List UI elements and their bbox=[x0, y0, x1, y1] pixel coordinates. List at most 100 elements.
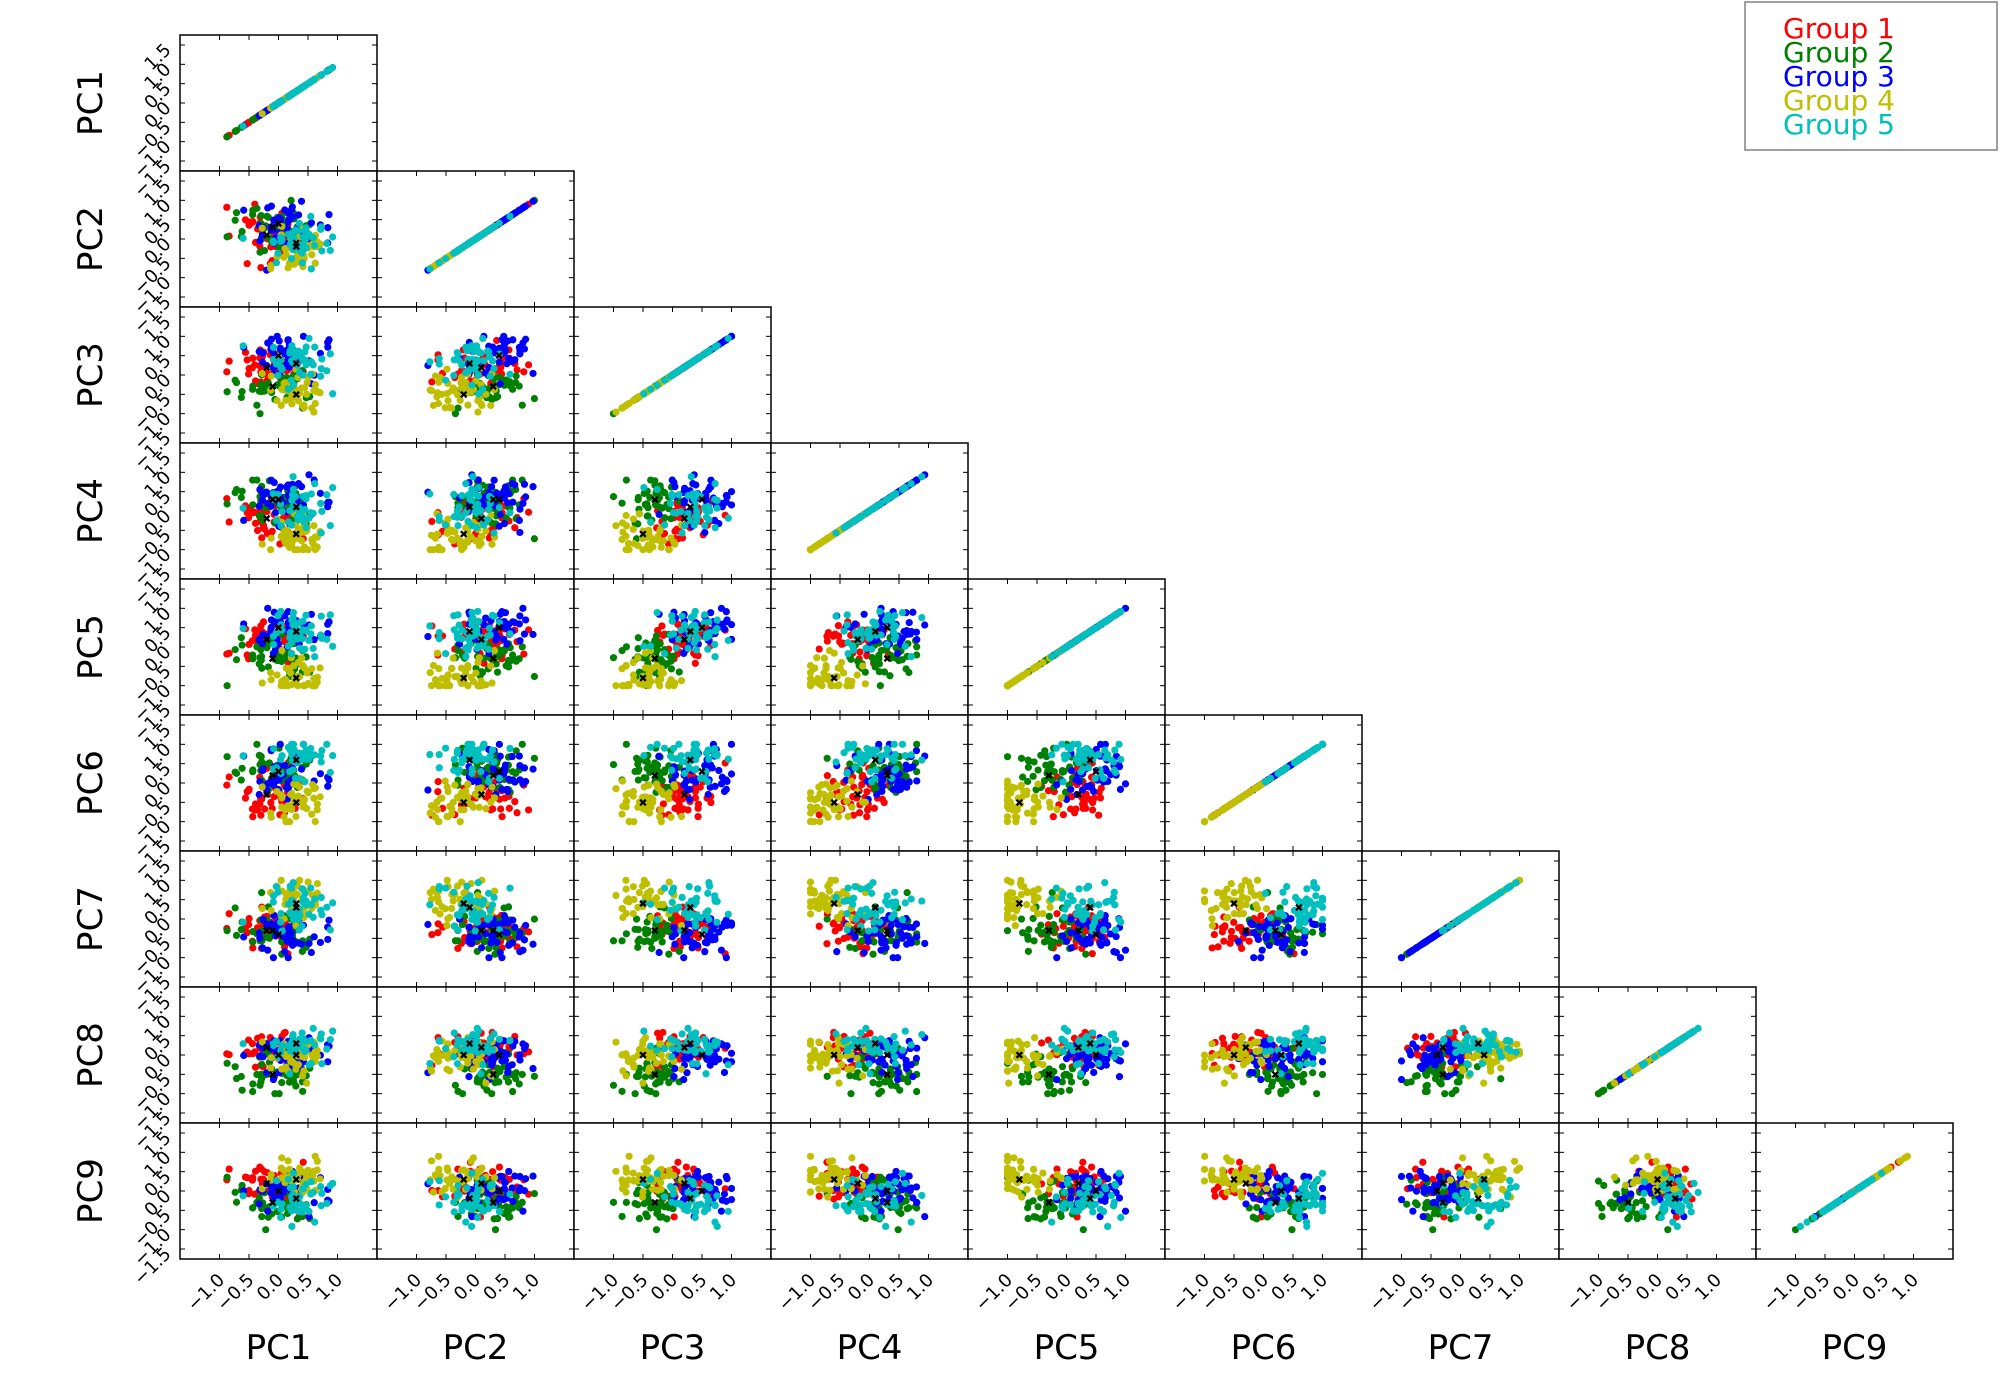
data-point bbox=[435, 360, 443, 368]
data-point bbox=[503, 785, 511, 794]
data-point bbox=[441, 744, 450, 752]
data-point bbox=[692, 646, 701, 654]
data-point bbox=[289, 473, 297, 481]
data-point bbox=[286, 767, 294, 776]
centroid-marker: ✖ bbox=[489, 653, 498, 666]
data-point bbox=[490, 794, 499, 802]
data-point bbox=[515, 620, 523, 628]
data-point bbox=[441, 682, 449, 690]
data-point bbox=[426, 490, 434, 498]
data-point bbox=[326, 768, 334, 777]
data-point bbox=[240, 516, 248, 524]
data-point bbox=[622, 798, 630, 806]
data-point bbox=[231, 646, 239, 654]
data-point bbox=[434, 788, 442, 796]
data-point bbox=[861, 668, 869, 676]
data-point bbox=[520, 480, 529, 488]
centroid-marker: ✖ bbox=[680, 789, 689, 802]
data-point bbox=[882, 496, 890, 505]
data-point bbox=[724, 636, 732, 645]
data-point bbox=[1116, 785, 1125, 793]
data-point bbox=[647, 518, 655, 526]
data-point bbox=[272, 100, 280, 108]
data-point bbox=[506, 744, 514, 753]
data-point bbox=[438, 675, 446, 683]
data-point bbox=[484, 226, 493, 235]
data-point bbox=[722, 491, 730, 500]
data-point bbox=[870, 804, 879, 812]
data-point bbox=[506, 370, 514, 378]
data-point bbox=[302, 492, 310, 500]
data-point bbox=[677, 365, 685, 374]
data-point bbox=[434, 399, 443, 408]
data-point bbox=[278, 677, 286, 686]
data-point bbox=[249, 766, 257, 774]
data-point bbox=[876, 682, 884, 690]
data-point bbox=[666, 499, 675, 508]
data-point bbox=[867, 645, 876, 653]
data-point bbox=[640, 483, 648, 492]
data-point bbox=[495, 740, 503, 748]
data-point bbox=[647, 803, 655, 811]
data-point bbox=[288, 400, 296, 408]
data-point bbox=[288, 342, 296, 350]
centroid-marker: ✖ bbox=[853, 789, 862, 802]
data-point bbox=[450, 490, 458, 499]
data-point bbox=[702, 634, 710, 642]
data-point bbox=[297, 483, 306, 491]
data-point bbox=[317, 499, 325, 508]
data-point bbox=[1034, 766, 1042, 774]
data-point bbox=[433, 680, 441, 688]
data-point bbox=[500, 519, 509, 528]
data-point bbox=[285, 216, 293, 224]
data-point bbox=[520, 630, 529, 638]
data-point bbox=[478, 532, 486, 540]
data-point bbox=[310, 522, 318, 530]
data-point bbox=[871, 774, 879, 783]
data-point bbox=[253, 740, 261, 748]
data-point bbox=[1025, 757, 1033, 765]
data-point bbox=[850, 646, 858, 654]
data-point bbox=[258, 110, 266, 118]
data-point bbox=[253, 526, 262, 535]
data-point bbox=[727, 770, 736, 778]
data-point bbox=[707, 798, 715, 807]
data-point bbox=[299, 617, 307, 625]
data-point bbox=[901, 751, 909, 760]
data-point bbox=[524, 361, 533, 369]
data-point bbox=[426, 750, 434, 759]
data-point bbox=[305, 334, 313, 343]
data-point bbox=[894, 786, 902, 794]
centroid-marker: ✖ bbox=[292, 754, 301, 767]
data-point bbox=[886, 672, 894, 680]
data-point bbox=[243, 356, 251, 364]
centroid-marker: ✖ bbox=[477, 633, 486, 646]
data-point bbox=[850, 740, 858, 748]
data-point bbox=[267, 546, 275, 554]
data-point bbox=[529, 483, 537, 491]
centroid-marker: ✖ bbox=[465, 754, 474, 767]
data-point bbox=[500, 647, 508, 655]
data-point bbox=[901, 642, 909, 650]
data-point bbox=[505, 804, 513, 812]
data-point bbox=[647, 743, 655, 751]
data-point bbox=[267, 668, 275, 677]
data-point bbox=[679, 805, 688, 813]
data-point bbox=[694, 813, 702, 821]
data-point bbox=[477, 349, 485, 357]
data-point bbox=[502, 662, 510, 670]
data-point bbox=[426, 809, 434, 817]
centroid-marker: ✖ bbox=[292, 796, 301, 809]
data-point bbox=[311, 546, 319, 554]
data-point bbox=[237, 493, 245, 502]
data-point bbox=[876, 607, 884, 616]
data-point bbox=[323, 491, 331, 499]
data-point bbox=[298, 662, 307, 670]
centroid-marker: ✖ bbox=[274, 765, 283, 778]
data-point bbox=[311, 380, 320, 389]
data-point bbox=[248, 364, 257, 372]
data-point bbox=[902, 761, 910, 769]
data-point bbox=[529, 197, 537, 205]
data-point bbox=[435, 628, 443, 637]
data-point bbox=[271, 508, 280, 517]
